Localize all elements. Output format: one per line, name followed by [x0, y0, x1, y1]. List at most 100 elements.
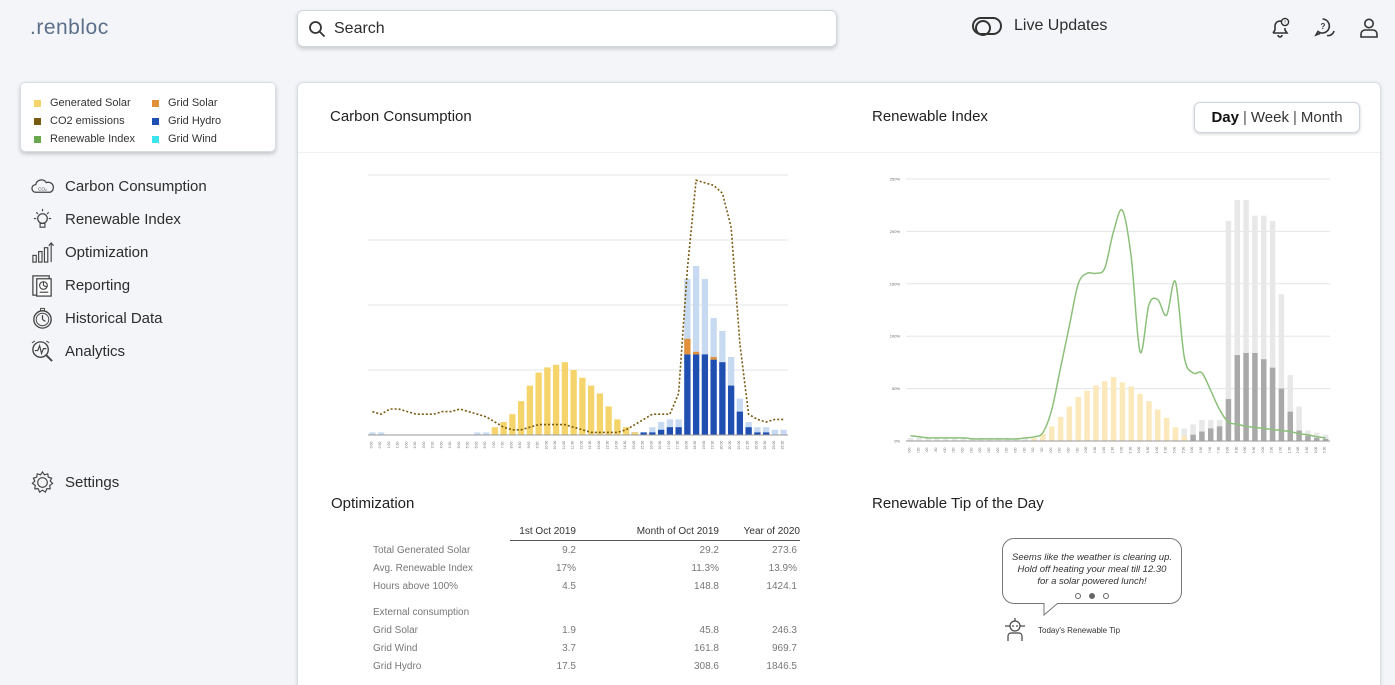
bar-generated-solar [552, 364, 560, 435]
report-icon [32, 275, 52, 297]
bar-grid-wind [1269, 220, 1276, 441]
search-bar[interactable] [297, 10, 837, 47]
nav-item-carbon-consumption[interactable]: CO₂ Carbon Consumption [30, 170, 207, 203]
app-logo[interactable]: .renbloc [30, 16, 109, 39]
search-input[interactable] [334, 19, 814, 38]
bar-generated-solar [596, 393, 604, 435]
x-tick-label: 9:30 [536, 442, 540, 449]
bar-generated-solar [1181, 435, 1187, 441]
nav-item-reporting[interactable]: Reporting [30, 269, 207, 302]
row-label: Grid Solar [373, 624, 419, 636]
bar-grid-hydro [1278, 388, 1285, 441]
bar-generated-solar [1172, 427, 1179, 441]
legend-label: Generated Solar [50, 97, 131, 109]
tip-dot[interactable] [1075, 593, 1081, 599]
carbon-consumption-chart: 0:00 0:30 1:00 1:30 2:00 2:30 3:00 3:30 4:00 4:30… [368, 174, 788, 450]
x-tick-label: 2:00 [943, 448, 947, 453]
bar-grid-wind [1287, 374, 1293, 441]
cell-value: 161.8 [693, 642, 719, 654]
x-tick-label: 12:00 [1119, 447, 1123, 453]
column-header: 1st Oct 2019 [519, 526, 576, 537]
live-updates-toggle[interactable]: Live Updates [972, 17, 1107, 36]
bar-generated-solar [1155, 409, 1161, 441]
bar-grid-wind [1022, 437, 1028, 441]
bar-grid-hydro [666, 427, 674, 435]
bar-grid-hydro [684, 354, 691, 435]
settings-label: Settings [65, 474, 120, 491]
x-tick-label: 18:30 [1234, 447, 1238, 453]
nav-item-optimization[interactable]: Optimization [30, 236, 207, 269]
table-row: Hours above 100% 4.5 148.8 1424.1 [373, 577, 803, 595]
bar-grid-wind [1234, 199, 1240, 441]
period-week-button[interactable]: Week [1250, 109, 1289, 126]
tip-dot-active[interactable] [1089, 593, 1095, 599]
legend-item: Grid Wind [152, 133, 272, 146]
nav-item-renewable-index[interactable]: Renewable Index [30, 203, 207, 236]
cell-value: 4.5 [562, 580, 576, 592]
x-tick-label: 19:00 [1243, 447, 1247, 453]
x-tick-label: 17:00 [1208, 447, 1212, 453]
notification-bell-icon[interactable]: ! [1268, 16, 1292, 40]
period-day-button[interactable]: Day [1211, 109, 1239, 126]
nav-item-label: Analytics [65, 343, 126, 360]
robot-assistant-icon [1005, 618, 1025, 641]
bar-grid-wind [762, 427, 770, 435]
toggle-switch-icon[interactable] [972, 17, 1002, 36]
x-tick-label: 2:00 [404, 442, 408, 449]
x-tick-label: 15:30 [1181, 447, 1185, 453]
nav-item-label: Reporting [65, 277, 131, 294]
bar-generated-solar [1084, 390, 1090, 441]
bar-generated-solar [561, 362, 569, 435]
legend-item: Grid Hydro [152, 115, 272, 128]
x-tick-label: 4:00 [439, 442, 443, 449]
bar-generated-solar [1093, 385, 1099, 441]
x-tick-label: 10:00 [1084, 447, 1088, 453]
row-label: Hours above 100% [373, 580, 459, 592]
help-chat-icon[interactable]: ? [1313, 16, 1337, 40]
bar-generated-solar [1110, 377, 1117, 441]
x-tick-label: 12:30 [1128, 447, 1132, 453]
bar-chart-up-icon [32, 241, 55, 263]
bar-grid-hydro [701, 354, 709, 435]
bar-generated-solar [509, 414, 516, 435]
nav-item-analytics[interactable]: Analytics [30, 335, 207, 368]
bar-grid-solar [692, 351, 700, 355]
bar-grid-wind [934, 437, 940, 441]
bar-grid-hydro [1216, 426, 1223, 441]
bar-generated-solar [1163, 417, 1170, 441]
legend-label: CO2 emissions [50, 115, 125, 127]
nav-item-historical-data[interactable]: Historical Data [30, 302, 207, 335]
bar-grid-hydro [736, 411, 744, 435]
x-tick-label: 10:30 [1093, 447, 1097, 453]
bar-generated-solar [544, 367, 551, 435]
tip-pagination[interactable] [1011, 593, 1173, 599]
x-tick-label: 21:30 [746, 441, 750, 450]
tip-text: Seems like the weather is clearing up. H… [1012, 552, 1172, 587]
bar-generated-solar [517, 401, 525, 435]
x-tick-label: 14:30 [623, 441, 627, 450]
legend-label: Grid Solar [168, 97, 218, 109]
legend-swatch [34, 136, 41, 143]
bar-grid-wind [474, 432, 481, 435]
x-tick-label: 17:30 [676, 441, 680, 450]
renewable-index-line [910, 208, 1326, 440]
x-tick-label: 1:00 [387, 442, 391, 449]
x-tick-label: 17:30 [1217, 447, 1221, 453]
bar-grid-hydro [1225, 399, 1232, 441]
tip-dot[interactable] [1103, 593, 1109, 599]
cell-value: 3.7 [562, 642, 576, 654]
period-month-button[interactable]: Month [1300, 109, 1343, 126]
x-tick-label: 5:30 [1005, 448, 1009, 453]
x-tick-label: 19:30 [1252, 447, 1256, 453]
bar-generated-solar [1031, 437, 1037, 441]
bar-grid-wind [925, 437, 931, 441]
nav-item-settings[interactable]: Settings [30, 466, 119, 499]
x-tick-label: 5:00 [457, 442, 461, 449]
x-tick-label: 4:30 [987, 448, 991, 453]
x-tick-label: 8:00 [1049, 448, 1053, 453]
x-tick-label: 5:30 [466, 442, 470, 449]
user-profile-icon[interactable] [1357, 16, 1381, 40]
x-tick-label: 0:30 [378, 442, 382, 449]
bar-grid-hydro [719, 362, 726, 435]
bar-grid-hydro [1261, 359, 1267, 441]
